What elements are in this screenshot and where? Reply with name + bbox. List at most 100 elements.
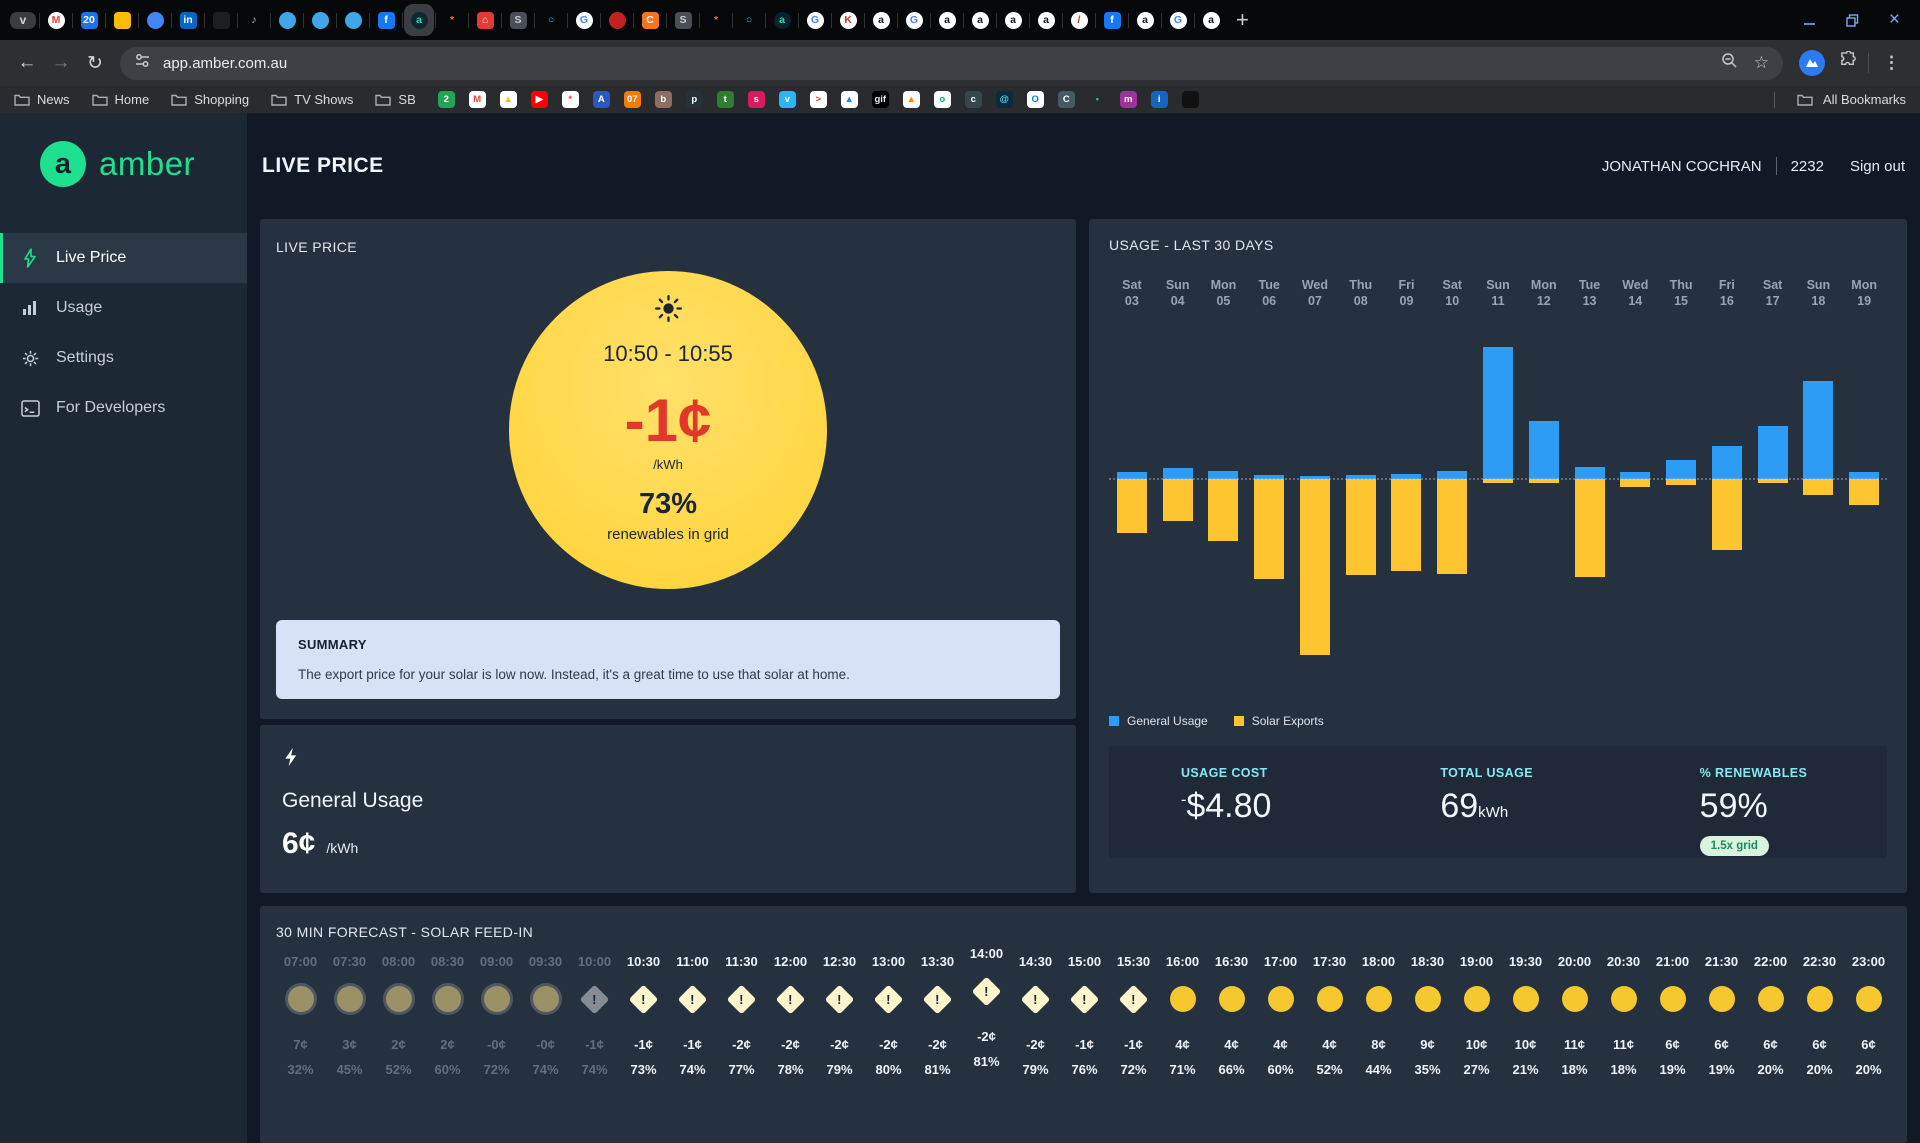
forecast-slot-20-00[interactable]: 20:00 11¢ 18% bbox=[1550, 954, 1599, 1077]
pinned-tab-amazon[interactable]: a bbox=[998, 4, 1028, 36]
bookmark-site-dark[interactable] bbox=[1181, 91, 1199, 108]
bookmark-site-07[interactable]: 07 bbox=[623, 91, 641, 108]
chart-day-tue-13[interactable]: Tue 13 bbox=[1567, 277, 1613, 702]
extensions-icon[interactable] bbox=[1833, 50, 1864, 75]
bookmark-site-berry[interactable]: s bbox=[747, 91, 765, 108]
close-icon[interactable]: × bbox=[1888, 9, 1900, 30]
bookmark-site-arrow[interactable]: > bbox=[809, 91, 827, 108]
forecast-slot-16-00[interactable]: 16:00 4¢ 71% bbox=[1158, 954, 1207, 1077]
site-settings-icon[interactable] bbox=[134, 52, 151, 74]
forecast-slot-15-30[interactable]: 15:30! -1¢ 72% bbox=[1109, 954, 1158, 1077]
forecast-slot-11-00[interactable]: 11:00! -1¢ 74% bbox=[668, 954, 717, 1077]
bookmark-site-dot[interactable]: • bbox=[1095, 94, 1099, 105]
forecast-slot-17-00[interactable]: 17:00 4¢ 60% bbox=[1256, 954, 1305, 1077]
bookmark-site-bird[interactable]: v bbox=[778, 91, 796, 108]
forecast-slot-13-00[interactable]: 13:00! -2¢ 80% bbox=[864, 954, 913, 1077]
pinned-tab-globe-site[interactable]: S bbox=[668, 4, 698, 36]
restore-icon[interactable] bbox=[1846, 13, 1859, 27]
chart-day-sat-03[interactable]: Sat 03 bbox=[1109, 277, 1155, 702]
bookmark-site-blue[interactable]: A bbox=[592, 91, 610, 108]
bookmark-site-orange[interactable]: ▲ bbox=[902, 91, 920, 108]
sidebar-item-settings[interactable]: Settings bbox=[0, 333, 247, 383]
bookmark-google-drive[interactable]: ▲ bbox=[499, 91, 517, 108]
forecast-slot-10-30[interactable]: 10:30! -1¢ 73% bbox=[619, 954, 668, 1077]
back-button[interactable]: ← bbox=[17, 52, 37, 73]
forecast-slot-17-30[interactable]: 17:30 4¢ 52% bbox=[1305, 954, 1354, 1077]
bookmark-gmail[interactable]: M bbox=[468, 91, 486, 108]
forecast-slot-15-00[interactable]: 15:00! -1¢ 76% bbox=[1060, 954, 1109, 1077]
forward-button[interactable]: → bbox=[51, 52, 71, 73]
chart-day-mon-19[interactable]: Mon 19 bbox=[1841, 277, 1887, 702]
forecast-slot-07-00[interactable]: 07:00 7¢ 32% bbox=[276, 954, 325, 1077]
bookmark-badge-2[interactable]: 2 bbox=[437, 91, 455, 108]
chart-day-mon-12[interactable]: Mon 12 bbox=[1521, 277, 1567, 702]
pinned-tab-home-app[interactable]: ⌂ bbox=[470, 4, 500, 36]
bookmark-youtube[interactable]: ▶ bbox=[530, 91, 548, 108]
pinned-tab-amazon[interactable]: a bbox=[932, 4, 962, 36]
bookmark-folder-sb[interactable]: SB bbox=[375, 92, 416, 107]
bookmark-site-tree[interactable]: t bbox=[716, 91, 734, 108]
pinned-tab-gmail[interactable]: M bbox=[41, 4, 71, 36]
pinned-tab-amazon[interactable]: a bbox=[1031, 4, 1061, 36]
chart-day-mon-05[interactable]: Mon 05 bbox=[1201, 277, 1247, 702]
pinned-tab-power-app[interactable]: ○ bbox=[734, 4, 764, 36]
pinned-tab-google-chat[interactable] bbox=[140, 4, 170, 36]
forecast-slot-18-30[interactable]: 18:30 9¢ 35% bbox=[1403, 954, 1452, 1077]
chart-day-thu-08[interactable]: Thu 08 bbox=[1338, 277, 1384, 702]
menu-kebab-icon[interactable]: ⋮ bbox=[1883, 53, 1900, 72]
forecast-slot-12-00[interactable]: 12:00! -2¢ 78% bbox=[766, 954, 815, 1077]
bookmark-site-m[interactable]: m bbox=[1119, 91, 1137, 108]
forecast-slot-09-00[interactable]: 09:00 -0¢ 72% bbox=[472, 954, 521, 1077]
pinned-tab-amazon[interactable]: a bbox=[1196, 4, 1226, 36]
bookmark-folder-shopping[interactable]: Shopping bbox=[171, 92, 249, 107]
sign-out-link[interactable]: Sign out bbox=[1849, 157, 1905, 175]
pinned-tab-weather-app[interactable] bbox=[305, 4, 335, 36]
bookmark-site-ring-blue[interactable]: O bbox=[1026, 91, 1044, 108]
forecast-slot-10-00[interactable]: 10:00! -1¢ 74% bbox=[570, 954, 619, 1077]
pinned-tab-google-keep[interactable] bbox=[107, 4, 137, 36]
forecast-slot-21-30[interactable]: 21:30 6¢ 19% bbox=[1697, 954, 1746, 1077]
forecast-slot-13-30[interactable]: 13:30! -2¢ 81% bbox=[913, 954, 962, 1077]
bookmark-react-site[interactable]: @ bbox=[995, 91, 1013, 108]
pinned-tab-starburst-app[interactable]: * bbox=[701, 4, 731, 36]
bookmark-google-photos[interactable]: * bbox=[561, 91, 579, 108]
pinned-tab-audio-tab[interactable]: ♪ bbox=[239, 4, 269, 36]
chart-day-fri-16[interactable]: Fri 16 bbox=[1704, 277, 1750, 702]
chart-day-sat-10[interactable]: Sat 10 bbox=[1429, 277, 1475, 702]
pinned-tab-weather-app[interactable] bbox=[338, 4, 368, 36]
chart-day-sun-11[interactable]: Sun 11 bbox=[1475, 277, 1521, 702]
profile-avatar[interactable] bbox=[1799, 50, 1825, 76]
forecast-slot-08-00[interactable]: 08:00 2¢ 52% bbox=[374, 954, 423, 1077]
forecast-slot-08-30[interactable]: 08:30 2¢ 60% bbox=[423, 954, 472, 1077]
forecast-slot-18-00[interactable]: 18:00 8¢ 44% bbox=[1354, 954, 1403, 1077]
chart-day-fri-09[interactable]: Fri 09 bbox=[1384, 277, 1430, 702]
forecast-slot-19-30[interactable]: 19:30 10¢ 21% bbox=[1501, 954, 1550, 1077]
pinned-tab-amber-app[interactable]: a bbox=[767, 4, 797, 36]
chart-day-tue-06[interactable]: Tue 06 bbox=[1246, 277, 1292, 702]
pinned-tab-amazon[interactable]: a bbox=[866, 4, 896, 36]
pinned-tab-google[interactable]: G bbox=[569, 4, 599, 36]
pinned-tab-kmart[interactable]: K bbox=[833, 4, 863, 36]
new-tab-button[interactable]: + bbox=[1236, 7, 1249, 32]
forecast-slot-14-30[interactable]: 14:30! -2¢ 79% bbox=[1011, 954, 1060, 1077]
pinned-tab-facebook[interactable]: f bbox=[1097, 4, 1127, 36]
chart-day-sun-04[interactable]: Sun 04 bbox=[1155, 277, 1201, 702]
forecast-slot-12-30[interactable]: 12:30! -2¢ 79% bbox=[815, 954, 864, 1077]
bookmark-site-c[interactable]: C bbox=[1057, 91, 1075, 108]
amber-logo[interactable]: a amber bbox=[0, 141, 247, 187]
pinned-tab-facebook[interactable]: f bbox=[371, 4, 401, 36]
forecast-slot-20-30[interactable]: 20:30 11¢ 18% bbox=[1599, 954, 1648, 1077]
pinned-tab-amber-app[interactable]: a bbox=[404, 4, 434, 36]
chart-day-thu-15[interactable]: Thu 15 bbox=[1658, 277, 1704, 702]
pinned-tab-power-app[interactable]: ○ bbox=[536, 4, 566, 36]
bookmark-site-green-ring[interactable]: o bbox=[933, 91, 951, 108]
pinned-tab-google[interactable]: G bbox=[899, 4, 929, 36]
forecast-slot-11-30[interactable]: 11:30! -2¢ 77% bbox=[717, 954, 766, 1077]
pinned-tab-google[interactable]: G bbox=[800, 4, 830, 36]
forecast-slot-09-30[interactable]: 09:30 -0¢ 74% bbox=[521, 954, 570, 1077]
bookmark-folder-home[interactable]: Home bbox=[91, 92, 149, 107]
pinned-tab-google-calendar[interactable]: 20 bbox=[74, 4, 104, 36]
pinned-tab-tab-search[interactable]: v bbox=[8, 4, 38, 36]
pinned-tab-weather-app[interactable] bbox=[272, 4, 302, 36]
zoom-indicator-icon[interactable] bbox=[1721, 52, 1738, 74]
